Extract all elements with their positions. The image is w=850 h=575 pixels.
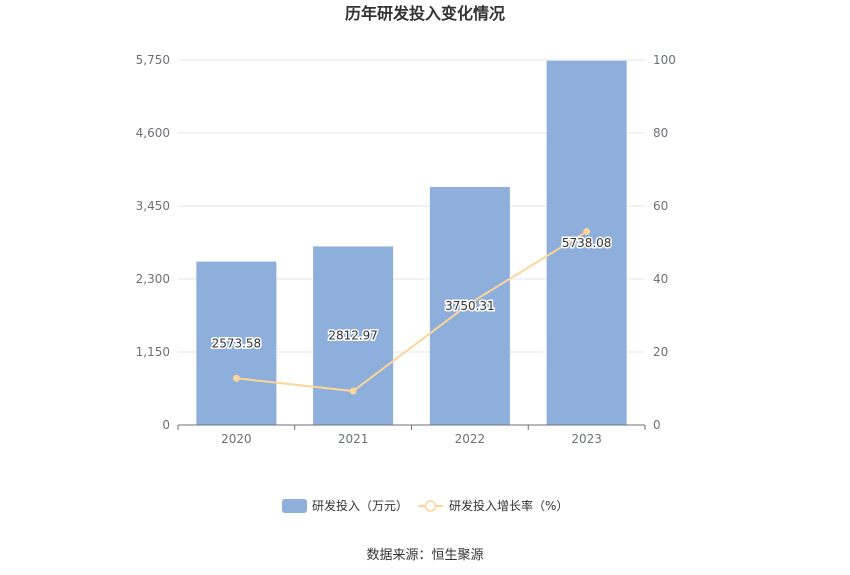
legend-bar-label: 研发投入（万元） [312, 498, 408, 513]
chart-title: 历年研发投入变化情况 [345, 4, 505, 23]
bar [546, 60, 627, 426]
legend-item-bar[interactable]: 研发投入（万元） [282, 498, 408, 513]
bar-data-label: 5738.08 [562, 236, 612, 250]
y-left-tick-label: 4,600 [136, 126, 170, 140]
y-right-tick-label: 20 [653, 345, 668, 359]
x-tick-label: 2020 [221, 432, 252, 446]
growth-line [236, 230, 588, 393]
bar-data-label: 2812.97 [328, 329, 378, 343]
x-tick-label: 2022 [455, 432, 486, 446]
y-left-tick-label: 3,450 [136, 199, 170, 213]
y-right-tick-label: 80 [653, 126, 668, 140]
bar-data-label: 2573.58 [212, 336, 262, 350]
legend-bar-swatch [282, 499, 307, 513]
legend[interactable]: 研发投入（万元） 研发投入增长率（%） [282, 498, 568, 513]
legend-line-marker [424, 500, 437, 512]
growth-point [232, 374, 240, 382]
y-right-tick-label: 40 [653, 272, 668, 286]
bar [196, 261, 277, 425]
growth-point [466, 299, 474, 307]
growth-point [349, 387, 357, 395]
axes-layer: 0 0 1,150 20 2,300 40 3,450 60 4,600 80 5,750 100 20… [136, 53, 676, 446]
y-right-tick-label: 0 [653, 418, 661, 432]
x-tick-label: 2023 [571, 432, 602, 446]
y-left-tick-label: 5,750 [136, 53, 170, 67]
legend-line-label: 研发投入增长率（%） [449, 498, 568, 513]
y-left-tick-label: 0 [162, 418, 170, 432]
data-labels-layer: 2573.58 2812.97 3750.31 5738.08 [210, 234, 613, 351]
y-left-tick-label: 1,150 [136, 345, 170, 359]
bar-data-label: 3750.31 [445, 299, 495, 313]
bar [313, 246, 394, 425]
y-right-tick-label: 60 [653, 199, 668, 213]
y-left-tick-label: 2,300 [136, 272, 170, 286]
x-tick-label: 2021 [338, 432, 369, 446]
y-right-tick-label: 100 [653, 53, 676, 67]
legend-item-line[interactable]: 研发投入增长率（%） [418, 498, 568, 513]
growth-point [583, 228, 591, 236]
source-note: 数据来源：恒生聚源 [366, 548, 483, 563]
line-layer [232, 228, 591, 395]
